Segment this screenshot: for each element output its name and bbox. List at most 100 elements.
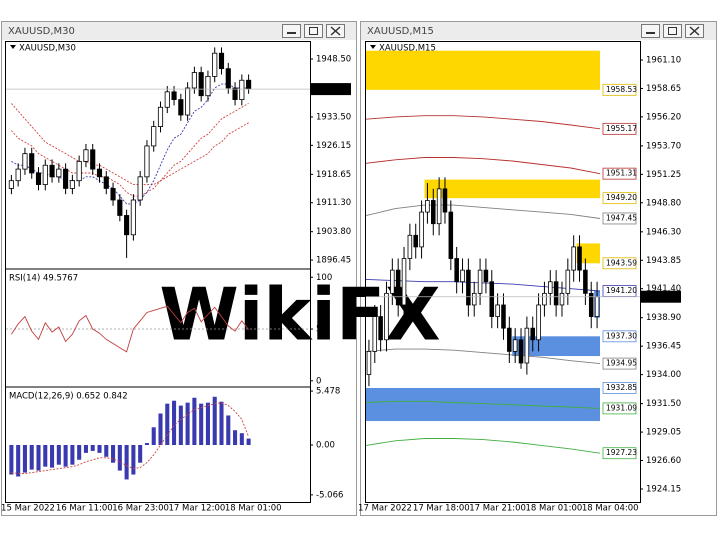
- macd-bar: [192, 397, 197, 445]
- macd-bar: [233, 430, 238, 445]
- candle-body: [15, 168, 21, 182]
- last-price-label: 1940.71: [314, 85, 349, 95]
- x-tick-label: 16 Mar 11:00: [56, 504, 113, 514]
- candle-body: [63, 168, 69, 189]
- last-price-box: [641, 290, 681, 303]
- macd-bar: [90, 445, 95, 451]
- candle-body: [225, 68, 231, 89]
- symbol-label: XAUUSD,M15: [379, 44, 436, 54]
- x-tick-label: 17 Mar 21:00: [469, 504, 526, 514]
- y-tick-label: 1951.25: [646, 170, 681, 180]
- symbol-arrow: [10, 45, 16, 49]
- candle-body: [577, 246, 582, 271]
- price-label: 1943.59: [606, 258, 637, 267]
- candle-body: [425, 200, 430, 213]
- candle-body: [448, 211, 454, 259]
- y-tick-label: 1958.65: [646, 84, 681, 94]
- minimize-button[interactable]: [641, 24, 660, 38]
- macd-bar: [165, 403, 170, 445]
- y-tick-label: 1948.80: [646, 198, 681, 208]
- level-curve: [365, 157, 601, 175]
- candle-body: [90, 149, 96, 170]
- y-tick-label: 1933.50: [316, 112, 351, 122]
- y-tick-label: 5.478: [316, 387, 340, 397]
- y-tick-label: 1911.30: [316, 198, 351, 208]
- zone: [366, 387, 600, 422]
- candle-body: [512, 339, 518, 352]
- candle-body: [178, 99, 184, 116]
- y-tick-label: 1934.00: [646, 370, 681, 380]
- candle-body: [442, 188, 448, 213]
- zone: [512, 336, 600, 357]
- macd-bar: [138, 445, 143, 463]
- macd-bar: [131, 445, 136, 475]
- macd-bar: [36, 445, 41, 471]
- y-tick-label: 1936.45: [646, 342, 681, 352]
- price-label-box: [602, 192, 637, 205]
- candle-body: [130, 199, 136, 236]
- candle-body: [212, 52, 218, 77]
- candle-body: [366, 350, 372, 376]
- y-tick-label: 1946.30: [646, 227, 681, 237]
- price-label-box: [602, 257, 637, 270]
- y-tick-label: 1926.15: [316, 141, 351, 151]
- last-price-label: 1940.71: [644, 292, 679, 302]
- candle-body: [378, 316, 383, 341]
- minimize-button[interactable]: [282, 24, 301, 38]
- macd-bar: [104, 445, 109, 457]
- candle-body: [144, 145, 150, 178]
- price-label: 1949.20: [606, 193, 637, 202]
- macd-bar: [239, 433, 244, 445]
- candle-body: [501, 304, 506, 329]
- price-label-box: [602, 382, 637, 394]
- candle-body: [69, 180, 75, 189]
- y-tick-label: 1926.60: [646, 456, 681, 466]
- candle-body: [151, 126, 157, 147]
- candle-body: [594, 296, 600, 317]
- y-tick-label: 1941.40: [646, 284, 681, 294]
- candle-body: [548, 281, 553, 294]
- close-button[interactable]: [685, 24, 704, 38]
- price-label: 1931.09: [606, 403, 637, 412]
- candle-body: [436, 188, 442, 225]
- price-label-box: [602, 330, 637, 343]
- y-tick-label: 1938.90: [646, 313, 681, 323]
- candle-body: [536, 304, 541, 341]
- candle-body: [454, 258, 459, 283]
- y-tick-label: 1903.80: [316, 227, 351, 237]
- candle-body: [117, 199, 123, 216]
- symbol-label: XAUUSD,M30: [19, 44, 76, 54]
- macd-bar: [144, 443, 149, 445]
- candle-body: [384, 292, 389, 341]
- x-tick-label: 17 Mar 12:00: [169, 504, 226, 514]
- price-label: 1951.31: [606, 169, 637, 178]
- macd-bar: [246, 438, 251, 445]
- window-frame: [360, 21, 717, 516]
- macd-bar: [124, 445, 129, 480]
- candle-body: [35, 172, 42, 185]
- y-tick-label: 1961.10: [646, 55, 681, 65]
- x-tick-label: 16 Mar 23:00: [112, 504, 169, 514]
- macd-bar: [111, 445, 116, 463]
- indicator-title: RSI(14) 49.5767: [9, 274, 78, 284]
- price-label: 1955.17: [606, 124, 637, 133]
- window-right: XAUUSD,M15 XAUUSD,M15: [360, 21, 717, 516]
- candle-body: [407, 234, 413, 259]
- indicator-title: MACD(12,26,9) 0.652 0.842: [9, 392, 128, 402]
- close-button[interactable]: [326, 24, 345, 38]
- candle-body: [495, 304, 500, 317]
- price-label: 1947.45: [606, 213, 637, 222]
- x-tick-label: 18 Mar 04:00: [582, 504, 639, 514]
- price-label: 1937.30: [606, 331, 637, 340]
- candle-body: [103, 176, 109, 189]
- candle-body: [507, 327, 512, 352]
- candle-body: [530, 327, 535, 341]
- maximize-button[interactable]: [304, 24, 323, 38]
- maximize-button[interactable]: [663, 24, 682, 38]
- candle-body: [157, 106, 164, 128]
- candle-body: [191, 72, 197, 89]
- candle-body: [198, 72, 204, 97]
- macd-bar: [185, 402, 190, 445]
- window-title: XAUUSD,M30: [8, 26, 75, 37]
